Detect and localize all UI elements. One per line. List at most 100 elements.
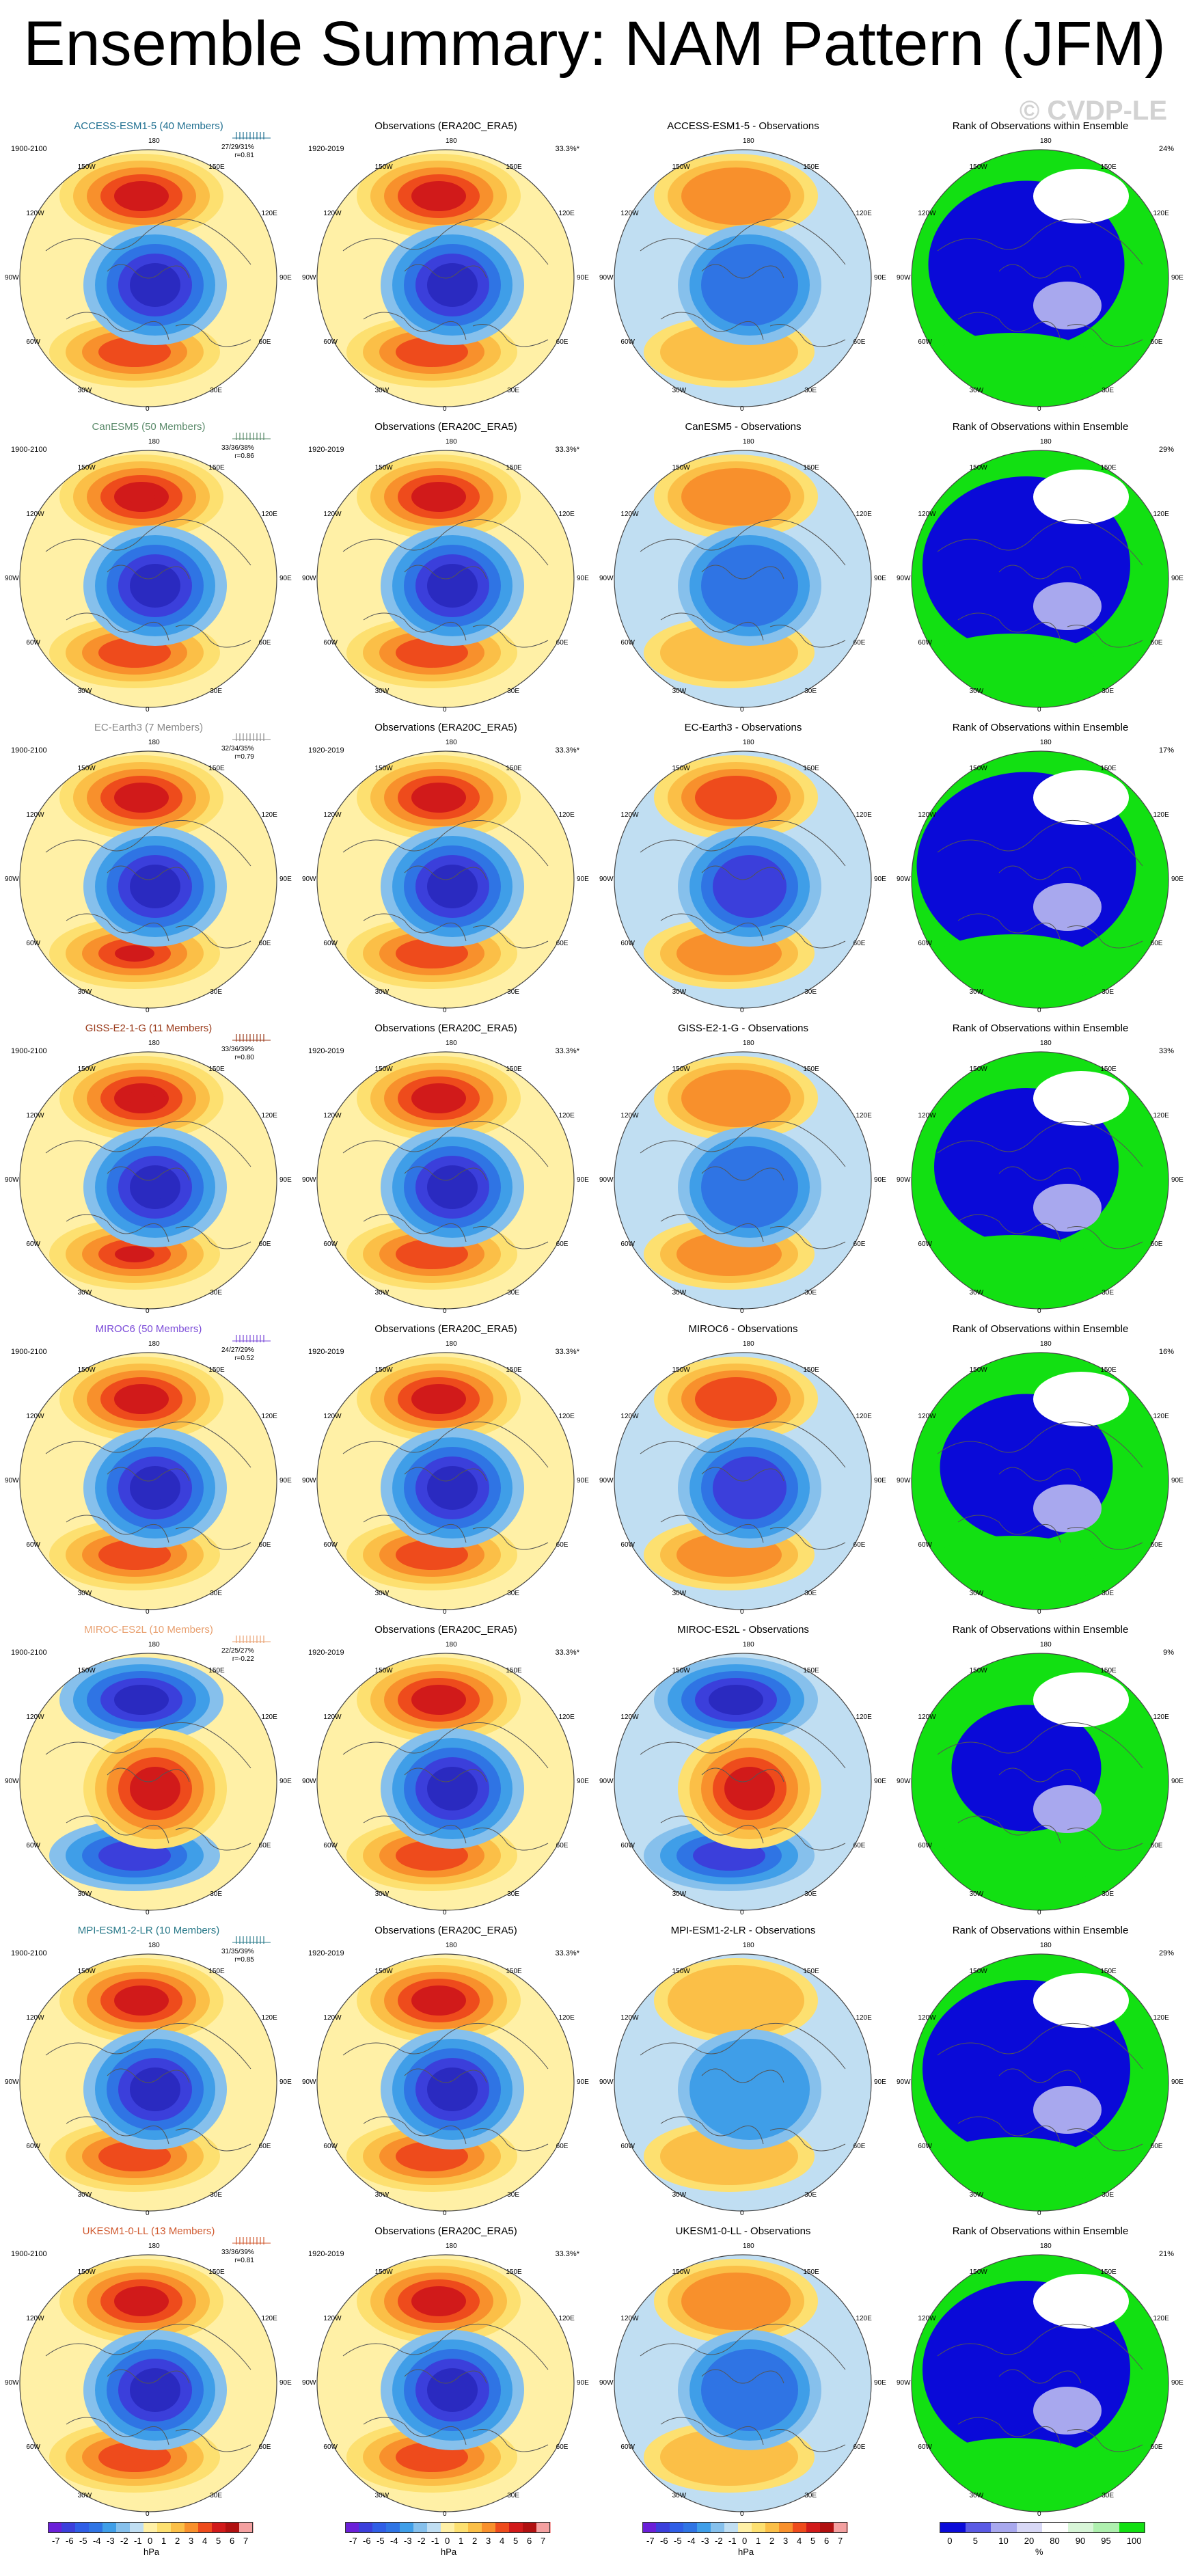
obs-panel-title: Observations (ERA20C_ERA5) <box>374 1022 517 1034</box>
lon-90w: 90W <box>897 2379 911 2387</box>
rank-panel-title: Rank of Observations within Ensemble <box>952 2225 1129 2237</box>
lon-60e: 60E <box>258 2443 271 2451</box>
lon-120e: 120E <box>856 1713 872 1721</box>
contour-atlantic <box>115 1246 154 1262</box>
lon-90w: 90W <box>897 575 911 582</box>
colorbar-swatch <box>468 2522 482 2533</box>
rank-panel-title: Rank of Observations within Ensemble <box>952 1624 1129 1636</box>
contour-polar <box>130 2368 180 2412</box>
lon-60w: 60W <box>26 940 40 947</box>
colorbar-swatch <box>697 2522 711 2533</box>
lon-150w: 150W <box>672 1066 690 1074</box>
lon-150e: 150E <box>803 464 819 472</box>
lon-150e: 150E <box>1100 1968 1117 1976</box>
contour-polar <box>141 573 169 598</box>
lon-60w: 60W <box>26 2443 40 2451</box>
lon-90w: 90W <box>5 1477 19 1484</box>
lon-30w: 30W <box>672 2191 687 2199</box>
contour-pacific <box>681 2273 791 2330</box>
diff-panel-1: CanESM5 - Observations 180 150W 150E 120W 120… <box>594 421 892 722</box>
lon-180: 180 <box>1040 1942 1052 1949</box>
lon-30w: 30W <box>77 1890 92 1899</box>
period-label: 1900-2100 <box>11 746 47 755</box>
obs-percent: 33.3%* <box>555 1649 579 1657</box>
colorbar-label: 1 <box>459 2536 464 2546</box>
lon-30e: 30E <box>1102 2492 1115 2500</box>
lon-60e: 60E <box>1150 338 1163 346</box>
lon-60e: 60E <box>258 940 271 947</box>
lon-150e: 150E <box>803 765 819 773</box>
period-label: 1900-2100 <box>11 2250 47 2258</box>
lon-150w: 150W <box>374 1066 393 1074</box>
lon-0: 0 <box>740 1007 744 1014</box>
lon-60w: 60W <box>918 338 932 346</box>
lon-90w: 90W <box>897 876 911 883</box>
obs-map-7 <box>316 2254 575 2512</box>
lon-150e: 150E <box>208 1968 225 1976</box>
diff-panel-title: CanESM5 - Observations <box>685 421 802 433</box>
map-border <box>316 1953 575 2212</box>
colorbar-label: 80 <box>1050 2536 1060 2546</box>
diff-panel-title: MPI-ESM1-2-LR - Observations <box>670 1925 816 1936</box>
lon-0: 0 <box>443 1307 447 1315</box>
lon-150w: 150W <box>969 765 987 773</box>
map-border <box>911 2254 1169 2512</box>
obs-panel-7: Observations (ERA20C_ERA5) 1920-2019 33.3%… <box>297 2225 594 2526</box>
colorbar-swatch <box>89 2522 103 2533</box>
lon-120e: 120E <box>1153 811 1169 819</box>
rank-mid-region <box>1033 1184 1102 1232</box>
contour-polar <box>701 2349 798 2431</box>
contour-pacific <box>411 2286 466 2316</box>
lon-150e: 150E <box>1100 1066 1117 1074</box>
model-panel-1: CanESM5 (50 Members) 1900-2100 33/36/38% r=… <box>0 421 297 722</box>
rank-panel-0: Rank of Observations within Ensemble 24% 1… <box>892 120 1189 421</box>
rank-panel-4: Rank of Observations within Ensemble 16% 1… <box>892 1323 1189 1624</box>
obs-panel-2: Observations (ERA20C_ERA5) 1920-2019 33.3%… <box>297 722 594 1022</box>
colorbar-swatch <box>834 2522 848 2533</box>
colorbar-3: 0 5 10 20 80 90 95 100% <box>940 2522 1145 2563</box>
lon-90e: 90E <box>577 1477 589 1484</box>
lon-90e: 90E <box>1171 1176 1184 1184</box>
contour-polar <box>427 1466 478 1510</box>
contour-polar <box>427 2368 478 2412</box>
coastline <box>45 218 251 347</box>
pc-stats: 31/35/39% r=0.85 <box>221 1948 254 1964</box>
rank-high-region <box>931 2137 1095 2192</box>
obs-map-2 <box>316 750 575 1009</box>
lon-30e: 30E <box>1102 1890 1115 1899</box>
lon-0: 0 <box>1037 1307 1041 1315</box>
map-border <box>19 2254 277 2512</box>
lon-120w: 120W <box>26 1112 44 1120</box>
colorbar-label: -2 <box>418 2536 426 2546</box>
lon-90e: 90E <box>577 575 589 582</box>
lon-90w: 90W <box>302 1176 316 1184</box>
colorbar-label: 5 <box>810 2536 816 2546</box>
lon-150w: 150W <box>969 1366 987 1374</box>
map-border <box>19 1352 277 1610</box>
lon-180: 180 <box>446 1641 457 1649</box>
lon-30e: 30E <box>210 688 223 696</box>
lon-30w: 30W <box>672 688 687 696</box>
lon-180: 180 <box>446 1040 457 1047</box>
colorbar-label: 5 <box>513 2536 519 2546</box>
colorbar-label: -1 <box>134 2536 142 2546</box>
coastline <box>937 218 1143 347</box>
lon-60e: 60E <box>1150 639 1163 647</box>
colorbar-swatch <box>239 2522 254 2533</box>
rank-percent: 24% <box>1158 145 1174 153</box>
lon-150e: 150E <box>208 464 225 472</box>
lon-60w: 60W <box>26 338 40 346</box>
lon-30e: 30E <box>804 387 817 395</box>
lon-60w: 60W <box>26 639 40 647</box>
colorbar-label: 100 <box>1126 2536 1142 2546</box>
lon-90e: 90E <box>577 2379 589 2387</box>
lon-90w: 90W <box>599 876 614 883</box>
colorbar-label: 2 <box>175 2536 180 2546</box>
colorbar-label: 20 <box>1024 2536 1035 2546</box>
lon-90w: 90W <box>599 575 614 582</box>
lon-90w: 90W <box>302 575 316 582</box>
lon-180: 180 <box>446 1942 457 1949</box>
lon-90w: 90W <box>599 2379 614 2387</box>
colorbar-frame <box>48 2522 253 2533</box>
lon-60w: 60W <box>26 1541 40 1549</box>
